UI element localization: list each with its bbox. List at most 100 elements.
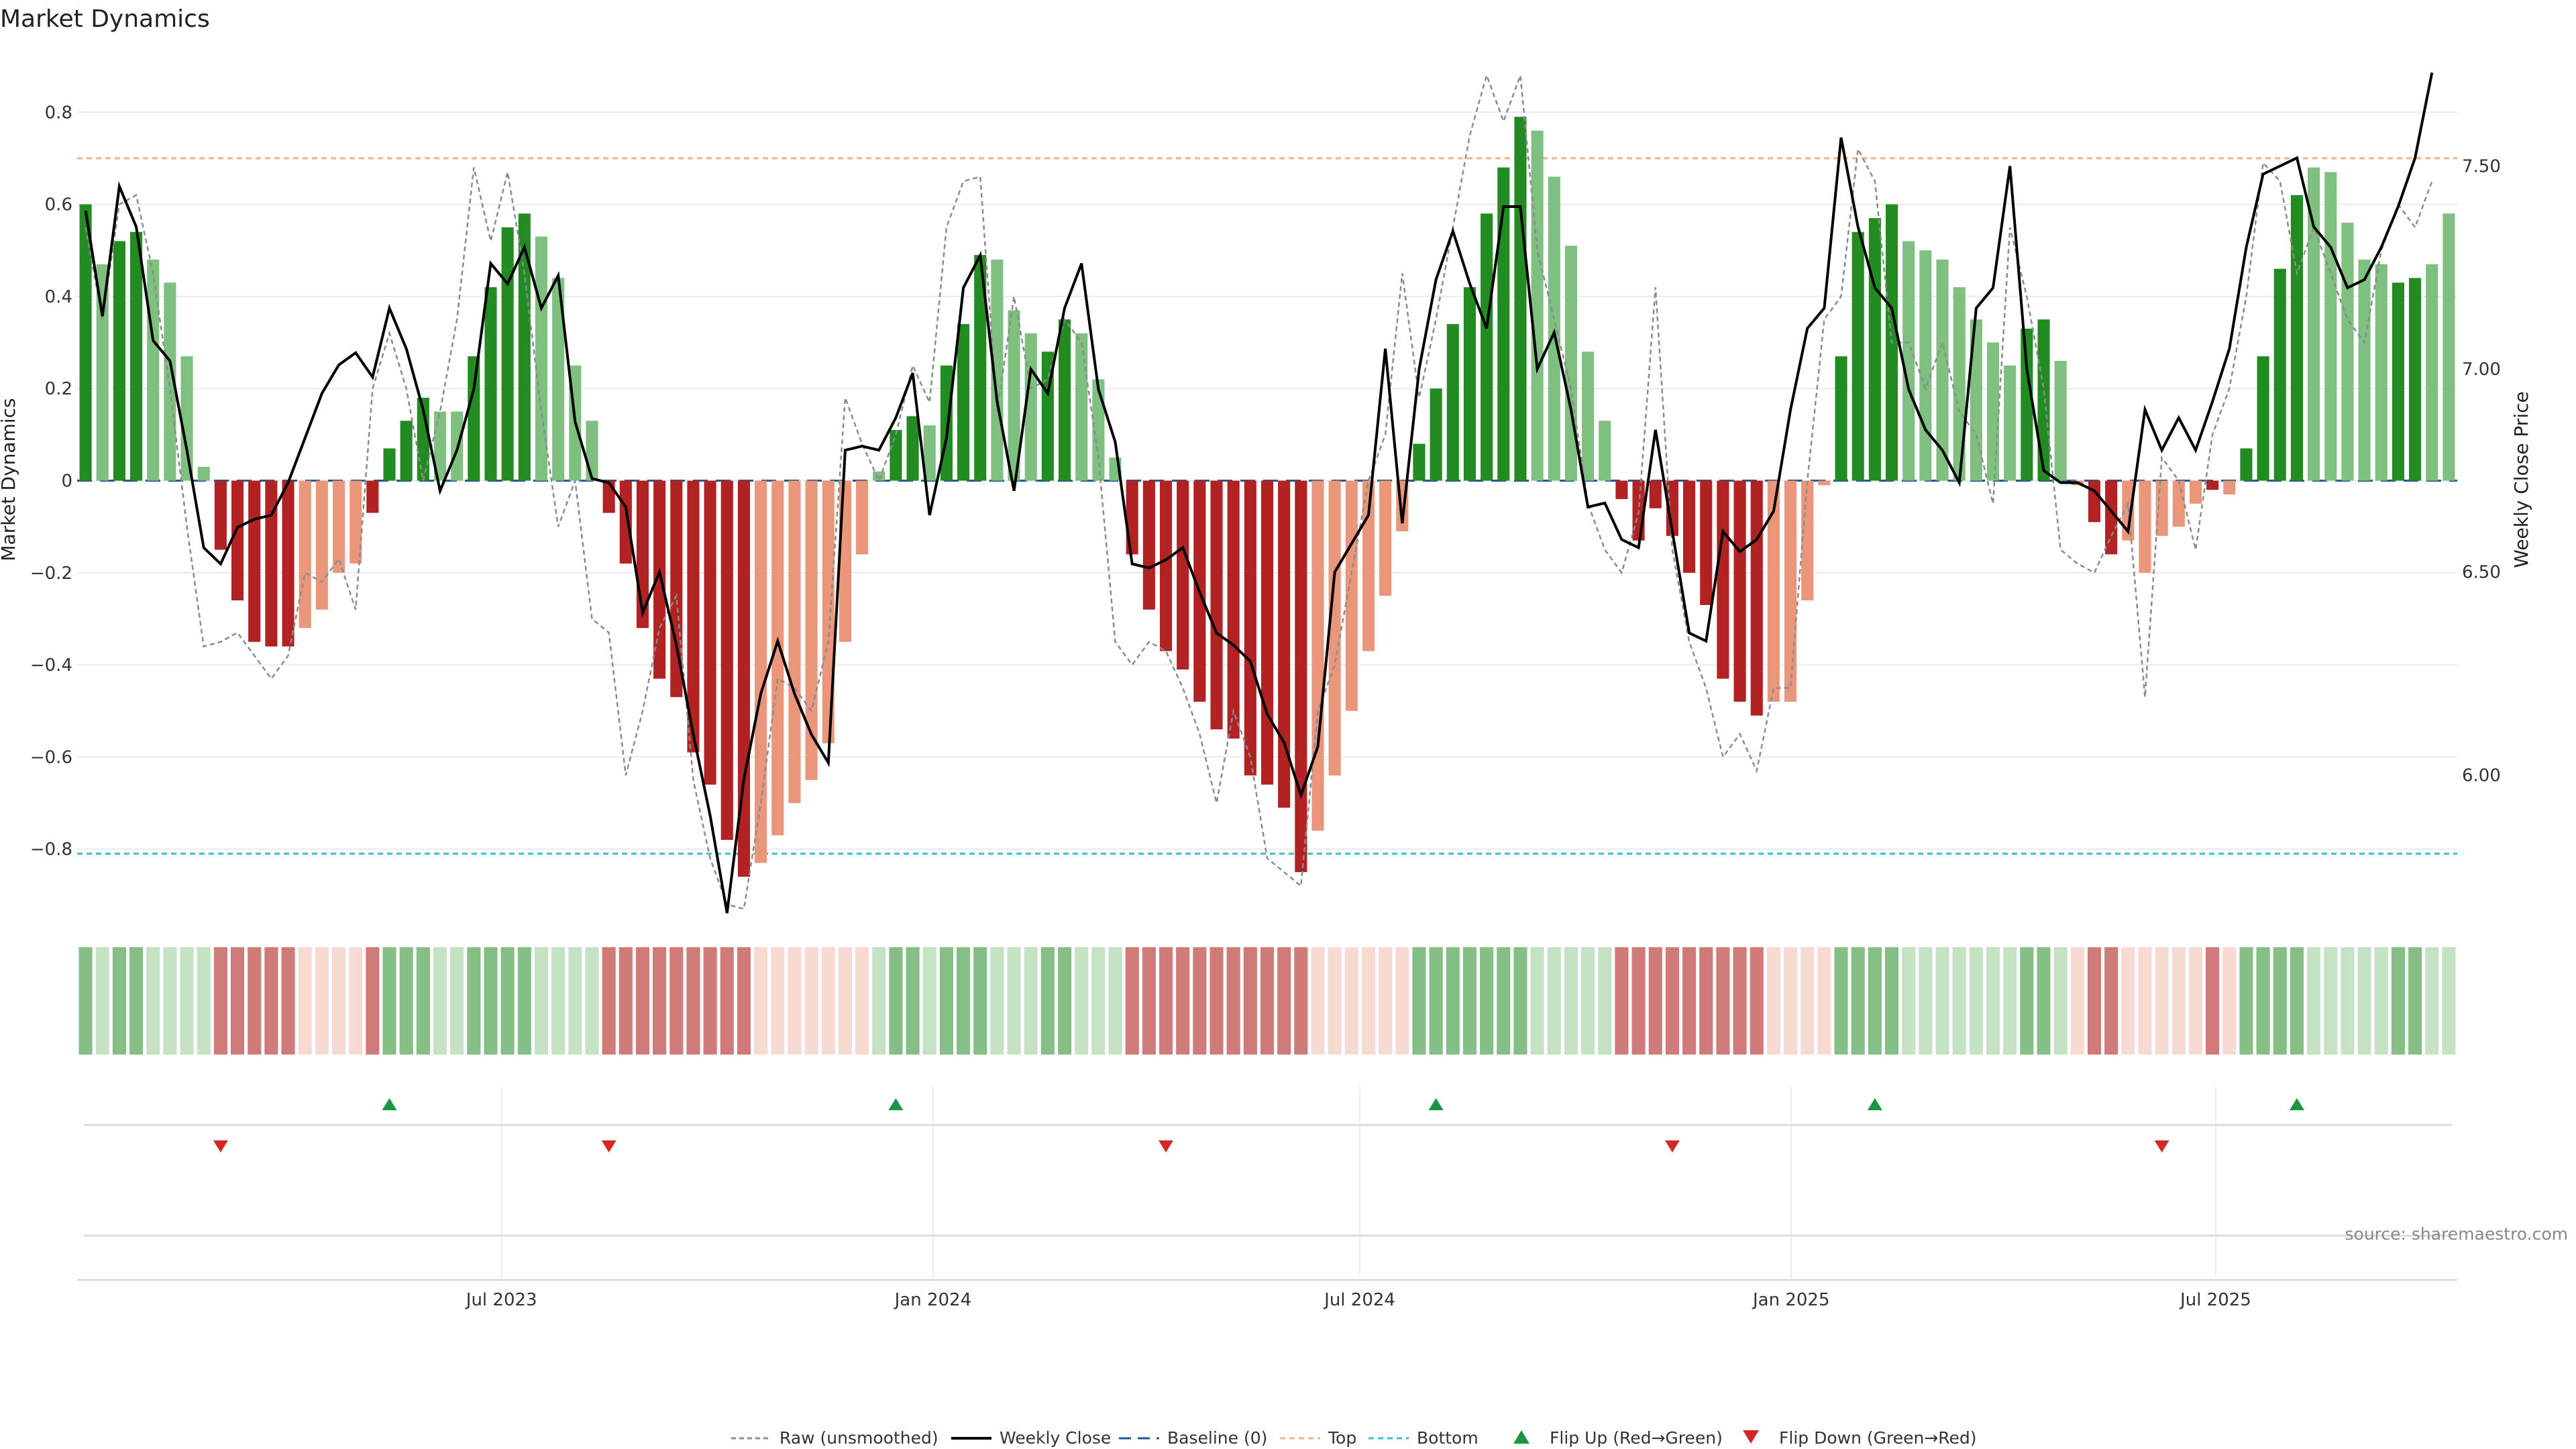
momentum-bar — [79, 204, 92, 481]
state-cell — [1919, 947, 1933, 1055]
momentum-bar — [2443, 213, 2455, 481]
momentum-bar — [619, 480, 632, 564]
momentum-bar — [602, 480, 615, 513]
state-cell — [1615, 947, 1629, 1055]
state-cell — [1328, 947, 1342, 1055]
momentum-bar — [147, 259, 160, 481]
state-cell — [1429, 947, 1443, 1055]
momentum-bar — [1717, 480, 1729, 679]
momentum-bar — [1024, 333, 1037, 481]
state-cell — [1462, 947, 1477, 1055]
state-cell — [2070, 947, 2084, 1055]
state-cell — [1884, 947, 1899, 1055]
state-cell — [78, 947, 93, 1055]
momentum-bar — [906, 416, 919, 481]
y-axis-label: Market Dynamics — [0, 398, 19, 561]
state-cell — [1344, 947, 1358, 1055]
momentum-bar — [1446, 324, 1459, 481]
momentum-bar — [1278, 480, 1291, 808]
state-cell — [416, 947, 430, 1055]
momentum-bar — [2021, 328, 2033, 481]
y2-tick-label: 6.50 — [2462, 563, 2501, 583]
momentum-bar — [315, 480, 328, 610]
state-cell — [1564, 947, 1578, 1055]
momentum-bar — [1851, 231, 1864, 481]
state-cell — [230, 947, 245, 1055]
y-tick-label: −0.6 — [30, 747, 72, 767]
momentum-bar — [1008, 310, 1020, 481]
y2-axis-label: Weekly Close Price — [2510, 391, 2532, 568]
y-tick-label: −0.8 — [30, 840, 72, 860]
momentum-bar — [113, 241, 125, 481]
state-cell — [1581, 947, 1595, 1055]
x-tick-label: Jul 2025 — [2179, 1290, 2251, 1310]
state-cell — [2425, 947, 2439, 1055]
state-cell — [922, 947, 936, 1055]
momentum-bar — [501, 227, 514, 481]
momentum-bar — [1531, 130, 1544, 481]
state-cell — [1091, 947, 1106, 1055]
momentum-bar — [2004, 365, 2017, 481]
state-cell — [1716, 947, 1730, 1055]
flip-down-marker — [2154, 1140, 2169, 1152]
state-cell — [2307, 947, 2321, 1055]
momentum-bar — [282, 480, 294, 647]
momentum-bar — [2240, 448, 2253, 481]
state-cell — [180, 947, 194, 1055]
momentum-bar — [2105, 480, 2118, 555]
momentum-bar — [350, 480, 362, 564]
state-cell — [517, 947, 531, 1055]
momentum-bar — [687, 480, 700, 753]
momentum-bar — [130, 231, 143, 481]
state-cell — [2003, 947, 2017, 1055]
legend-label: Raw (unsmoothed) — [780, 1428, 938, 1448]
legend-label: Bottom — [1417, 1428, 1479, 1448]
state-cell — [585, 947, 599, 1055]
momentum-bar — [1733, 480, 1746, 702]
state-cell — [1159, 947, 1173, 1055]
state-cell — [2053, 947, 2068, 1055]
state-cell — [1986, 947, 2000, 1055]
momentum-bar — [1649, 480, 1662, 508]
legend-label: Top — [1328, 1428, 1356, 1448]
state-cell — [889, 947, 903, 1055]
momentum-bar — [1126, 480, 1138, 555]
y2-tick-label: 7.50 — [2462, 156, 2501, 176]
state-cell — [2442, 947, 2456, 1055]
y-tick-label: 0.4 — [45, 287, 72, 307]
state-cell — [1851, 947, 1865, 1055]
state-cell — [939, 947, 953, 1055]
state-cell — [2138, 947, 2152, 1055]
momentum-bar — [2409, 278, 2422, 481]
source-note: source: sharemaestro.com — [2345, 1224, 2569, 1244]
momentum-bar — [2155, 480, 2168, 536]
state-cell — [2239, 947, 2253, 1055]
state-cell — [1513, 947, 1527, 1055]
momentum-bar — [2308, 167, 2320, 481]
momentum-bar — [197, 466, 210, 481]
momentum-bar — [1986, 342, 2000, 481]
state-cell — [2324, 947, 2338, 1055]
state-cell — [1969, 947, 1983, 1055]
momentum-bar — [231, 480, 244, 601]
state-cell — [1007, 947, 1021, 1055]
state-cell — [467, 947, 481, 1055]
y-axis: 0.8 0.6 0.4 0.2 0 −0.2 −0.4 −0.6 −0.8 — [30, 103, 72, 859]
state-cell — [1040, 947, 1055, 1055]
flip-down-marker — [1159, 1140, 1174, 1152]
momentum-bar — [468, 356, 480, 481]
state-cell — [1057, 947, 1072, 1055]
state-cell — [568, 947, 582, 1055]
state-cell — [1733, 947, 1747, 1055]
state-cell — [197, 947, 211, 1055]
state-cell — [551, 947, 566, 1055]
flip-up-marker — [1867, 1098, 1882, 1110]
momentum-bar — [2189, 480, 2202, 504]
momentum-bar — [1548, 176, 1560, 481]
state-cell — [2357, 947, 2371, 1055]
flip-up-marker — [1428, 1098, 1444, 1110]
state-cell — [1665, 947, 1679, 1055]
momentum-bar — [2206, 480, 2219, 490]
legend-label: Weekly Close — [1000, 1428, 1111, 1448]
state-cell — [382, 947, 396, 1055]
